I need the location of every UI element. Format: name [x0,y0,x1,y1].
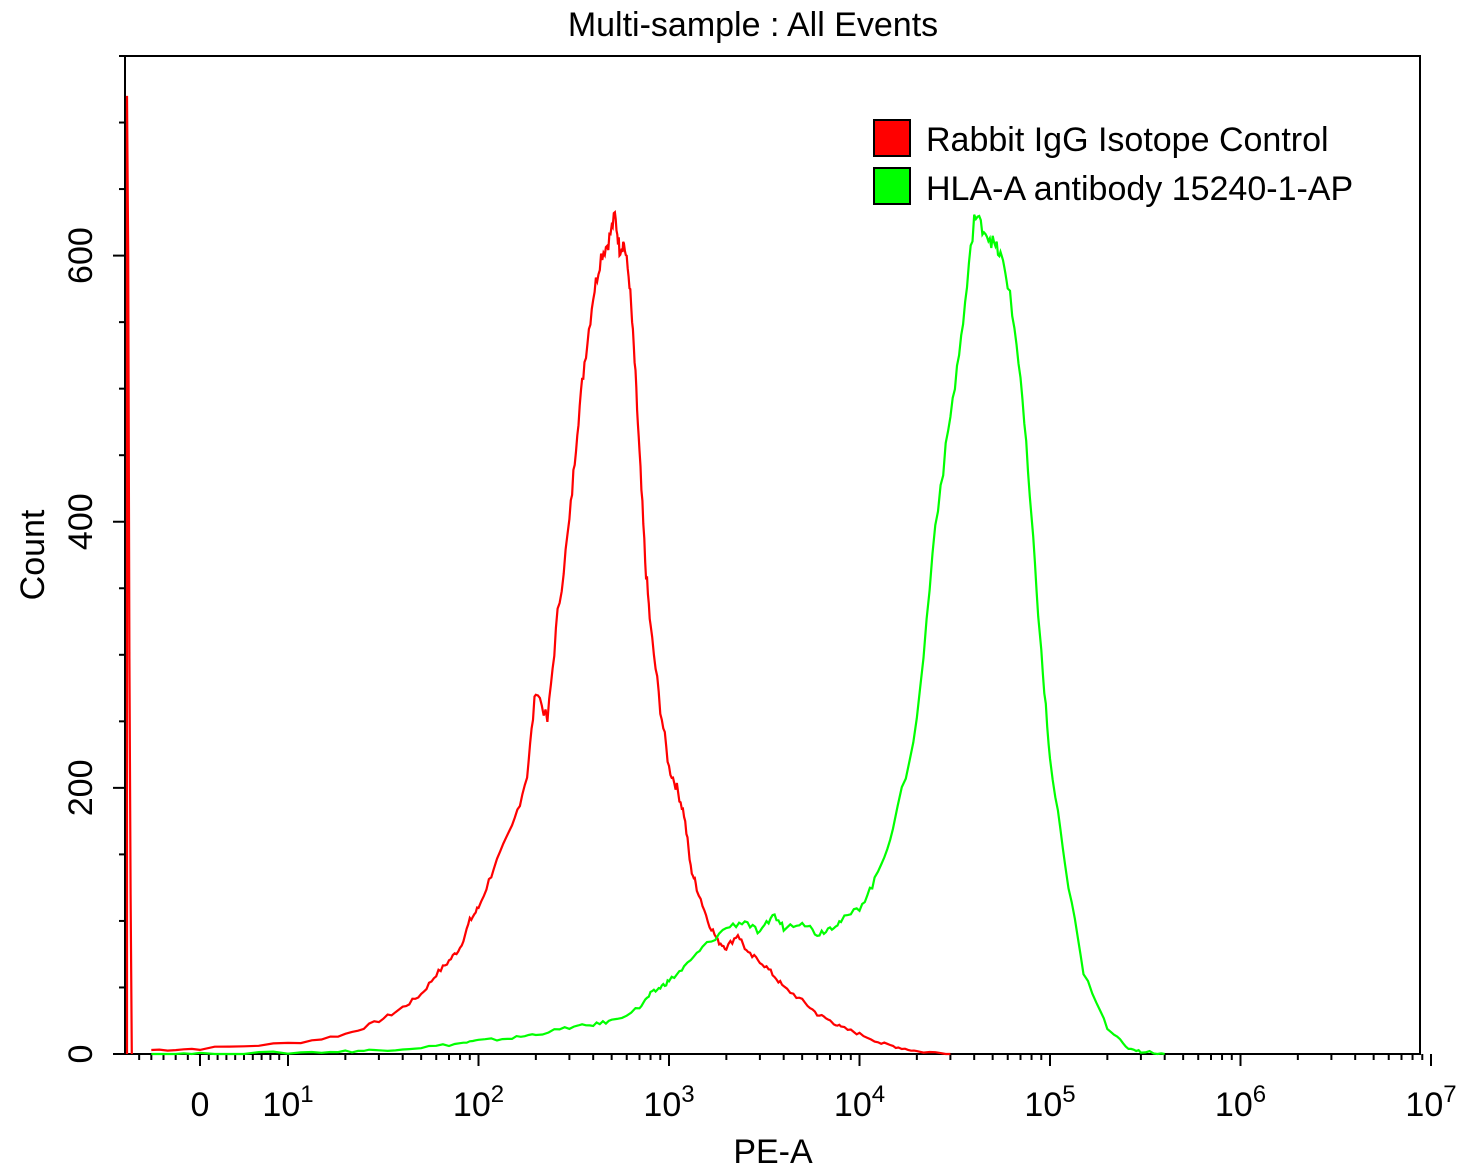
x-tick-label: 104 [834,1081,885,1124]
x-tick-label: 0 [191,1086,210,1124]
x-tick-label: 105 [1024,1081,1075,1124]
legend-swatch-isotype [873,119,911,157]
series-edge-spike-0 [125,95,133,1055]
x-tick-label: 107 [1405,1081,1456,1124]
legend-swatch-hla-a [873,167,911,205]
legend-label-hla-a: HLA-A antibody 15240-1-AP [926,170,1353,208]
series-layer [125,95,1165,1056]
y-axis: 0 200 400 600 [62,55,125,1064]
legend: Rabbit IgG Isotope Control HLA-A antibod… [873,119,1353,208]
y-tick-label: 0 [62,1045,100,1064]
series-line-1 [151,214,1165,1056]
x-axis-label: PE-A [733,1133,813,1171]
x-tick-label: 101 [262,1081,313,1124]
legend-label-isotype: Rabbit IgG Isotope Control [926,121,1329,159]
chart-title: Multi-sample : All Events [568,6,938,44]
x-tick-label: 106 [1215,1081,1266,1124]
y-tick-label: 200 [62,759,100,816]
series-line-0 [151,209,951,1056]
plot-frame [124,55,1421,1055]
x-tick-label: 103 [643,1081,694,1124]
x-axis: 0 101 102 103 104 105 106 107 [138,1054,1457,1124]
y-axis-label: Count [14,509,52,600]
y-tick-label: 600 [62,227,100,284]
x-tick-label: 102 [453,1081,504,1124]
y-tick-label: 400 [62,493,100,550]
